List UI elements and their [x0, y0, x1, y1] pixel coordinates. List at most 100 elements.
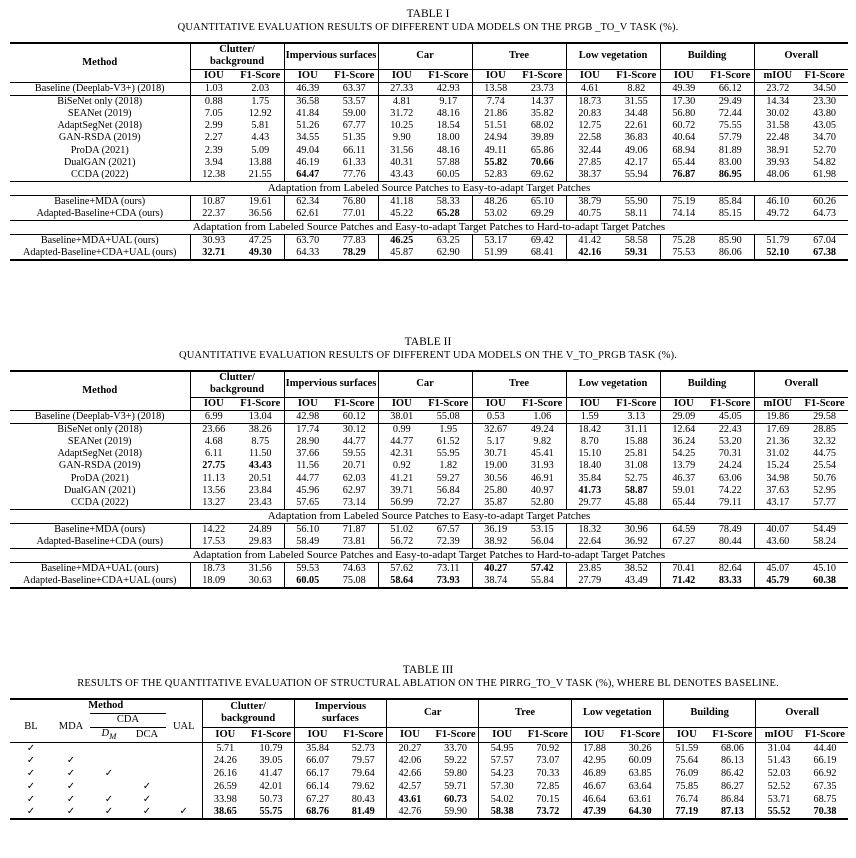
table-cell: 40.07	[766, 523, 790, 535]
metric-header: F1-Score	[801, 397, 849, 411]
check-cell: ✓	[128, 806, 166, 821]
class-header: Clutter/ background	[202, 698, 295, 728]
table-cell: 65.28	[425, 207, 473, 221]
table-cell: 80.44	[707, 535, 755, 549]
table-3-title: TABLE III	[402, 664, 454, 676]
table-cell: 83.33	[707, 574, 755, 589]
table-cell: 63.25	[425, 234, 473, 247]
class-header: Impervious surfaces	[294, 698, 388, 728]
table-cell: 68.02	[519, 119, 567, 133]
table-cell: 19.86	[754, 410, 802, 424]
metric-header: IOU	[202, 727, 249, 743]
table-cell: 45.41	[519, 447, 567, 461]
check-cell	[128, 755, 166, 768]
table-cell: 66.19	[813, 755, 837, 767]
table-cell: 43.61	[398, 793, 422, 805]
table-2-title: TABLE II	[404, 336, 452, 348]
table-cell: 43.43	[390, 168, 414, 180]
table-cell: 31.02	[766, 447, 790, 459]
table-row: ✓ 5.71 10.79 35.84 52.73 20.27 33.70 54.95 70.92…	[10, 742, 848, 755]
table-row: ✓ ✓ 24.26 39.05 66.07 79.57 42.06 59.22 57.57 73.…	[10, 754, 848, 768]
class-header: Low vegetation	[566, 42, 661, 70]
check-cell: ✓	[142, 780, 152, 792]
check-cell	[166, 742, 203, 755]
dm-header-subscript: M	[109, 730, 117, 741]
table-cell: 76.09	[675, 768, 699, 780]
table-cell: 52.03	[767, 768, 791, 780]
table-cell: 68.06	[709, 742, 757, 755]
table-cell: 21.55	[237, 168, 285, 182]
table-cell: 49.24	[519, 423, 567, 436]
table-cell: 73.72	[525, 806, 572, 821]
table-cell: 41.18	[390, 195, 414, 207]
table-cell: 40.75	[578, 207, 602, 219]
table-cell: 20.27	[398, 742, 422, 754]
method-name: Adapted-Baseline+CDA (ours)	[10, 207, 191, 221]
table-cell: 70.41	[672, 562, 696, 574]
table-cell: 83.00	[707, 156, 755, 169]
table-cell: 27.33	[378, 82, 426, 96]
table-cell: 43.05	[813, 119, 837, 131]
table-cell: 18.09	[190, 574, 237, 589]
metric-header: F1-Score	[707, 69, 755, 83]
table-cell: 58.58	[613, 234, 661, 247]
metric-header: F1-Score	[340, 727, 388, 743]
table-cell: 54.82	[813, 156, 837, 168]
table-cell: 42.98	[284, 410, 331, 424]
table-cell: 41.21	[390, 472, 414, 484]
table-cell: 42.95	[583, 755, 606, 767]
table-2: Method Clutter/ background Impervious surf…	[10, 370, 849, 589]
table-cell: 1.06	[519, 410, 567, 424]
cda-header: CDA	[90, 712, 166, 728]
table-cell: 57.62	[390, 562, 414, 574]
table-cell: 53.17	[484, 234, 508, 246]
table-cell: 33.70	[432, 742, 480, 755]
metric-header: F1-Score	[425, 69, 473, 83]
table-cell: 42.76	[386, 806, 433, 821]
table-cell: 56.84	[425, 484, 473, 497]
table-cell: 31.56	[237, 562, 285, 575]
table-cell: 63.37	[331, 82, 379, 96]
table-cell: 67.27	[672, 535, 696, 547]
table-cell: 31.55	[613, 95, 661, 108]
table-cell: 49.39	[660, 82, 708, 96]
table-cell: 85.84	[707, 195, 755, 208]
table-cell: 31.11	[613, 423, 661, 436]
table-cell: 56.72	[390, 535, 414, 547]
method-name: SEANet (2019)	[10, 435, 191, 448]
table-cell: 35.82	[519, 107, 567, 120]
method-name: Baseline+MDA+UAL (ours)	[10, 234, 191, 247]
table-cell: 29.77	[578, 496, 602, 508]
method-name: DualGAN (2021)	[10, 156, 191, 169]
metric-header: F1-Score	[525, 727, 572, 743]
method-header: Method	[10, 42, 191, 83]
table-cell: 55.08	[425, 410, 473, 424]
table-cell: 59.00	[331, 107, 379, 120]
table-row: ProDA (2021) 11.13 20.51 44.77 62.03 41.21 59.…	[10, 472, 848, 485]
table-cell: 42.16	[566, 246, 614, 261]
check-cell: ✓	[166, 806, 203, 821]
table-cell: 51.43	[767, 755, 791, 767]
table-cell: 60.26	[813, 195, 837, 207]
table-cell: 0.53	[472, 410, 520, 424]
class-header: Car	[378, 42, 473, 70]
table-cell: 53.57	[331, 95, 379, 108]
table-cell: 54.95	[490, 742, 514, 754]
check-cell: ✓	[26, 742, 36, 754]
table-cell: 57.88	[425, 156, 473, 169]
table-cell: 37.66	[296, 447, 320, 459]
check-cell	[166, 780, 203, 794]
table-cell: 33.98	[213, 793, 237, 805]
table-cell: 66.11	[331, 144, 379, 157]
table-cell: 70.38	[801, 806, 849, 821]
table-cell: 53.02	[484, 207, 508, 219]
table-cell: 30.02	[766, 107, 790, 119]
check-cell	[90, 780, 128, 793]
table-cell: 14.34	[766, 95, 790, 107]
table-cell: 51.26	[296, 119, 320, 131]
table-cell: 52.83	[484, 168, 508, 180]
check-cell: ✓	[66, 793, 76, 805]
table-cell: 8.82	[613, 82, 661, 96]
metric-header: F1-Score	[331, 69, 379, 83]
table-row: Baseline+MDA+UAL (ours) 18.73 31.56 59.53 74…	[10, 562, 848, 575]
